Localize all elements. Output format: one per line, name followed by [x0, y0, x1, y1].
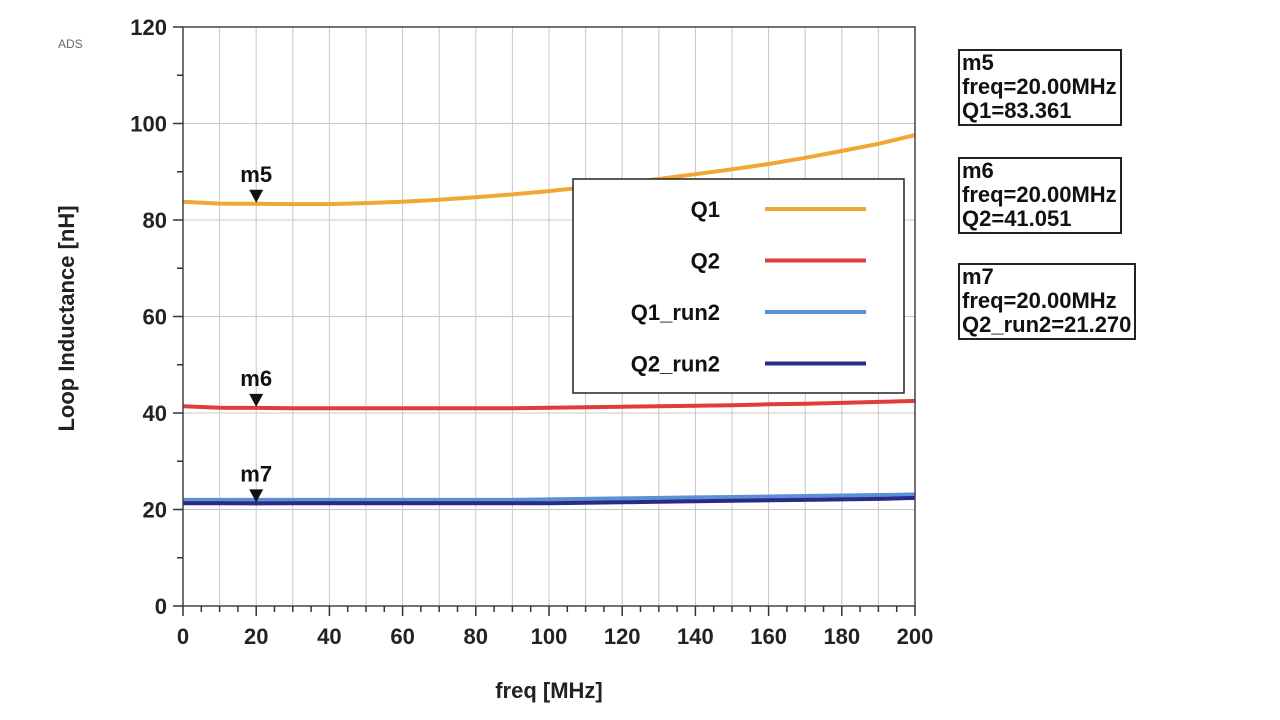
x-tick-label: 180 — [823, 624, 860, 649]
y-tick-label: 120 — [130, 15, 167, 40]
readout-line: Q2_run2=21.270 — [962, 312, 1132, 337]
legend-label-q1-run2: Q1_run2 — [631, 300, 720, 325]
series-line-q1-run2 — [183, 492, 916, 502]
legend-label-q2: Q2 — [691, 249, 720, 274]
marker-m5-label: m5 — [240, 162, 272, 187]
y-tick-label: 80 — [143, 208, 167, 233]
series-line-q2 — [182, 398, 916, 411]
marker-m7-triangle — [249, 489, 264, 503]
y-tick-label: 0 — [155, 594, 167, 619]
axis-ticks: 0 20 40 60 80 100 120 0 20 40 60 80 100 120 140 160 180 2… — [130, 15, 933, 649]
series-lines — [182, 133, 916, 506]
readout-line: m5 — [962, 50, 994, 75]
x-tick-label: 20 — [244, 624, 268, 649]
y-tick-label: 20 — [143, 498, 167, 523]
tool-tag: ADS — [58, 37, 83, 51]
series-line-q1 — [182, 133, 916, 207]
marker-m6-triangle — [249, 393, 264, 407]
marker-readout-m5: m5 freq=20.00MHz Q1=83.361 — [958, 49, 1122, 126]
marker-m5-triangle — [249, 189, 264, 203]
x-tick-label: 80 — [464, 624, 488, 649]
legend: Q1 Q2 Q1_run2 Q2_run2 — [572, 178, 905, 394]
x-tick-label: 140 — [677, 624, 714, 649]
readout-line: freq=20.00MHz — [962, 288, 1117, 313]
legend-label-q1: Q1 — [691, 197, 720, 222]
x-tick-label: 160 — [750, 624, 787, 649]
x-tick-label: 120 — [604, 624, 641, 649]
legend-box — [572, 178, 905, 394]
x-tick-label: 200 — [897, 624, 934, 649]
readout-line: Q1=83.361 — [962, 98, 1072, 123]
x-axis-label: freq [MHz] — [495, 678, 603, 703]
markers: m5 m6 m7 — [240, 162, 272, 503]
x-tick-label: 60 — [390, 624, 414, 649]
y-tick-label: 60 — [143, 305, 167, 330]
x-tick-label: 0 — [177, 624, 189, 649]
y-tick-label: 40 — [143, 401, 167, 426]
marker-m7-label: m7 — [240, 461, 272, 486]
readout-line: m7 — [962, 264, 994, 289]
legend-label-q2-run2: Q2_run2 — [631, 352, 720, 377]
marker-readout-m7: m7 freq=20.00MHz Q2_run2=21.270 — [958, 263, 1137, 340]
readout-line: Q2=41.051 — [962, 206, 1072, 231]
x-tick-label: 100 — [531, 624, 568, 649]
readout-line: freq=20.00MHz — [962, 182, 1117, 207]
readout-line: m6 — [962, 158, 994, 183]
marker-m6-label: m6 — [240, 366, 272, 391]
readout-line: freq=20.00MHz — [962, 74, 1117, 99]
marker-readout-m6: m6 freq=20.00MHz Q2=41.051 — [958, 157, 1122, 234]
series-line-q2-run2 — [183, 495, 916, 506]
x-tick-label: 40 — [317, 624, 341, 649]
y-tick-label: 100 — [130, 112, 167, 137]
y-axis-label: Loop Inductance [nH] — [54, 205, 79, 431]
